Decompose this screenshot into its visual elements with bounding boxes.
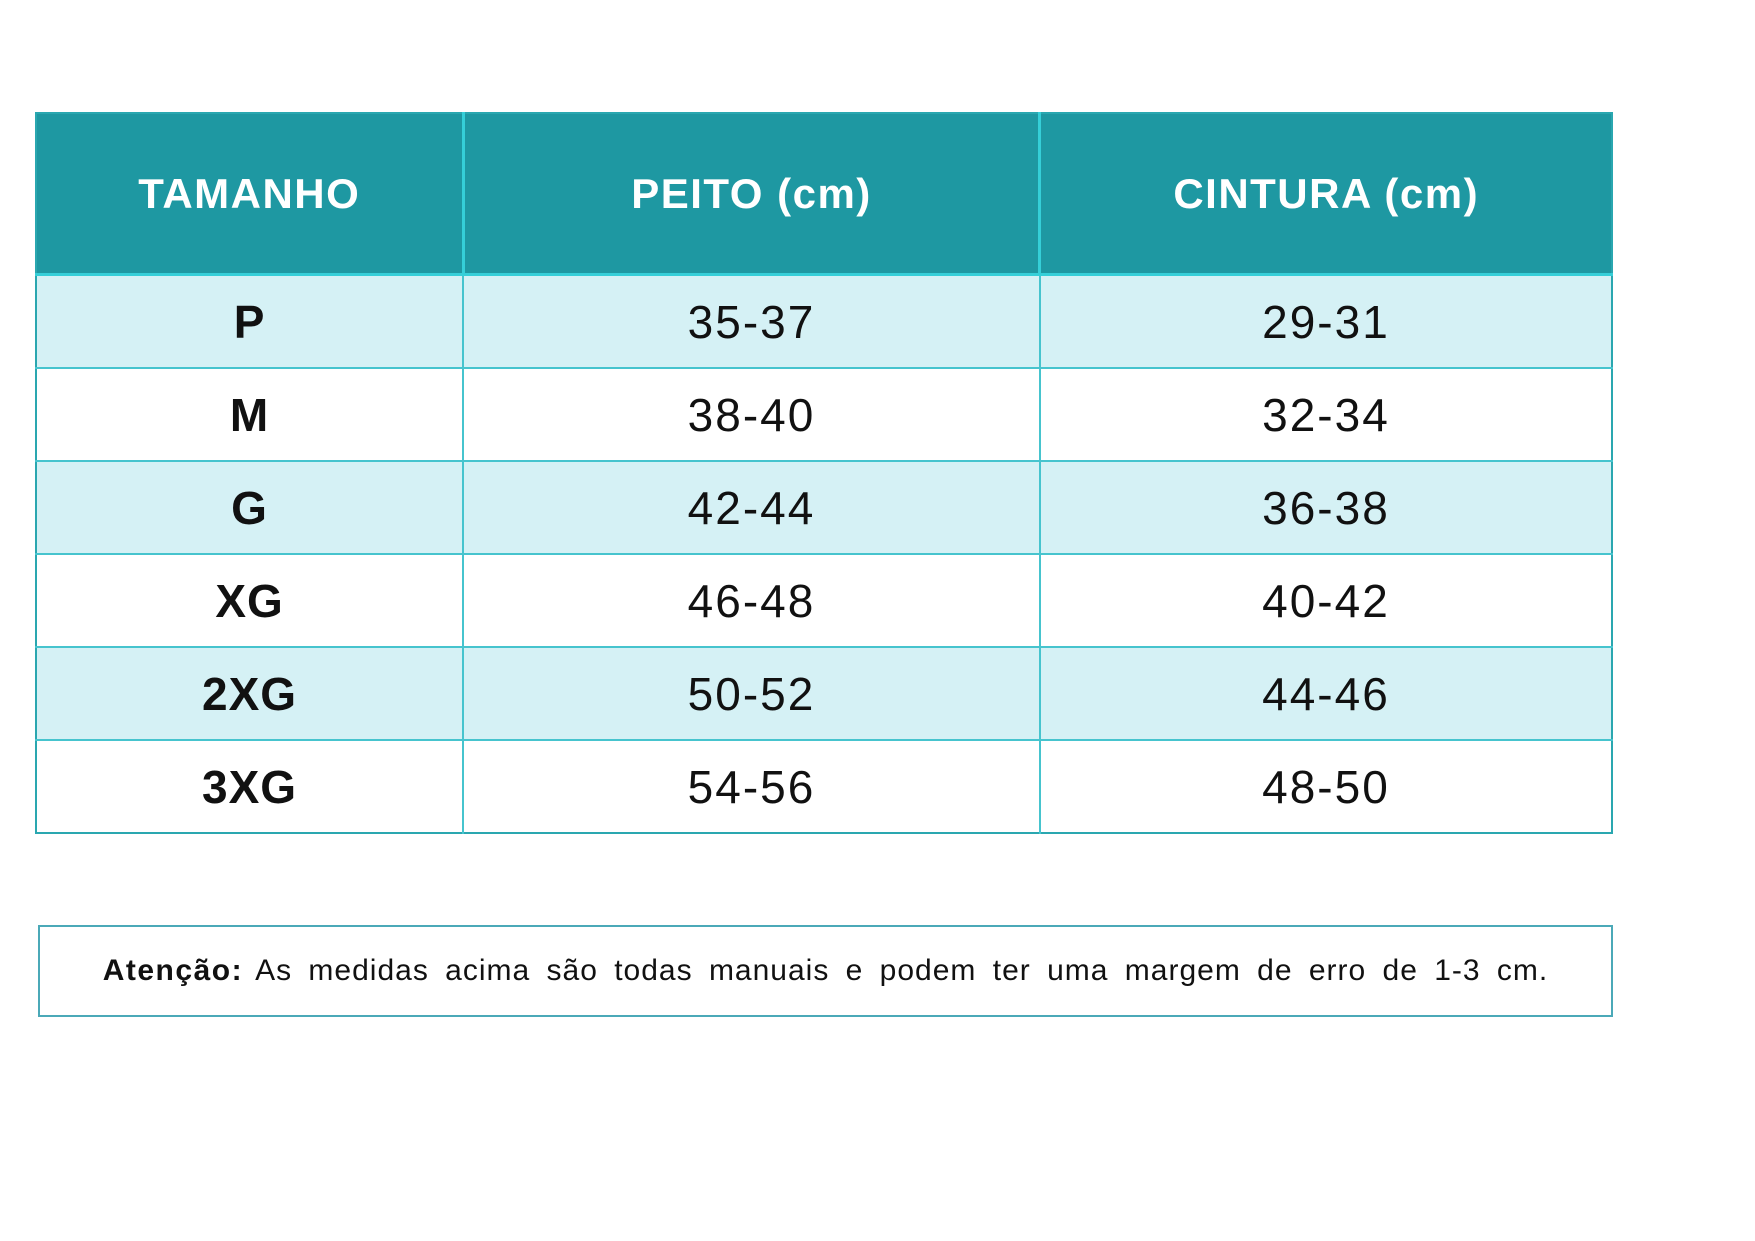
column-header-peito: PEITO (cm) xyxy=(463,113,1042,276)
size-chart-table-container: TAMANHO PEITO (cm) CINTURA (cm) P 35-37 … xyxy=(35,112,1613,834)
column-header-tamanho: TAMANHO xyxy=(36,113,465,276)
chest-cell: 38-40 xyxy=(463,368,1041,462)
waist-cell: 32-34 xyxy=(1039,368,1612,462)
attention-note: Atenção: As medidas acima são todas manu… xyxy=(38,925,1613,1017)
table-row: 3XG 54-56 48-50 xyxy=(36,740,1612,833)
waist-cell: 44-46 xyxy=(1039,647,1612,741)
chest-cell: 42-44 xyxy=(463,461,1041,555)
size-cell: 2XG xyxy=(36,647,465,741)
size-cell: XG xyxy=(36,554,465,648)
chest-cell: 50-52 xyxy=(463,647,1041,741)
size-cell: M xyxy=(36,368,465,462)
table-row: M 38-40 32-34 xyxy=(36,368,1612,462)
attention-note-label: Atenção: xyxy=(102,954,244,987)
table-row: G 42-44 36-38 xyxy=(36,461,1612,555)
chest-cell: 46-48 xyxy=(463,554,1041,648)
chest-cell: 54-56 xyxy=(463,740,1041,833)
size-chart-body: P 35-37 29-31 M 38-40 32-34 G 42-44 36-3… xyxy=(36,274,1612,833)
size-chart-header: TAMANHO PEITO (cm) CINTURA (cm) xyxy=(36,113,1612,276)
waist-cell: 36-38 xyxy=(1039,461,1612,555)
table-row: 2XG 50-52 44-46 xyxy=(36,647,1612,741)
size-cell: 3XG xyxy=(36,740,465,833)
waist-cell: 29-31 xyxy=(1039,274,1612,369)
table-row: XG 46-48 40-42 xyxy=(36,554,1612,648)
column-header-cintura: CINTURA (cm) xyxy=(1039,113,1612,276)
chest-cell: 35-37 xyxy=(463,274,1041,369)
table-row: P 35-37 29-31 xyxy=(36,274,1612,369)
header-row: TAMANHO PEITO (cm) CINTURA (cm) xyxy=(36,113,1612,276)
size-cell: P xyxy=(36,274,465,369)
size-chart-table: TAMANHO PEITO (cm) CINTURA (cm) P 35-37 … xyxy=(35,112,1613,834)
waist-cell: 40-42 xyxy=(1039,554,1612,648)
waist-cell: 48-50 xyxy=(1039,740,1612,833)
size-cell: G xyxy=(36,461,465,555)
attention-note-text: As medidas acima são todas manuais e pod… xyxy=(255,954,1549,987)
